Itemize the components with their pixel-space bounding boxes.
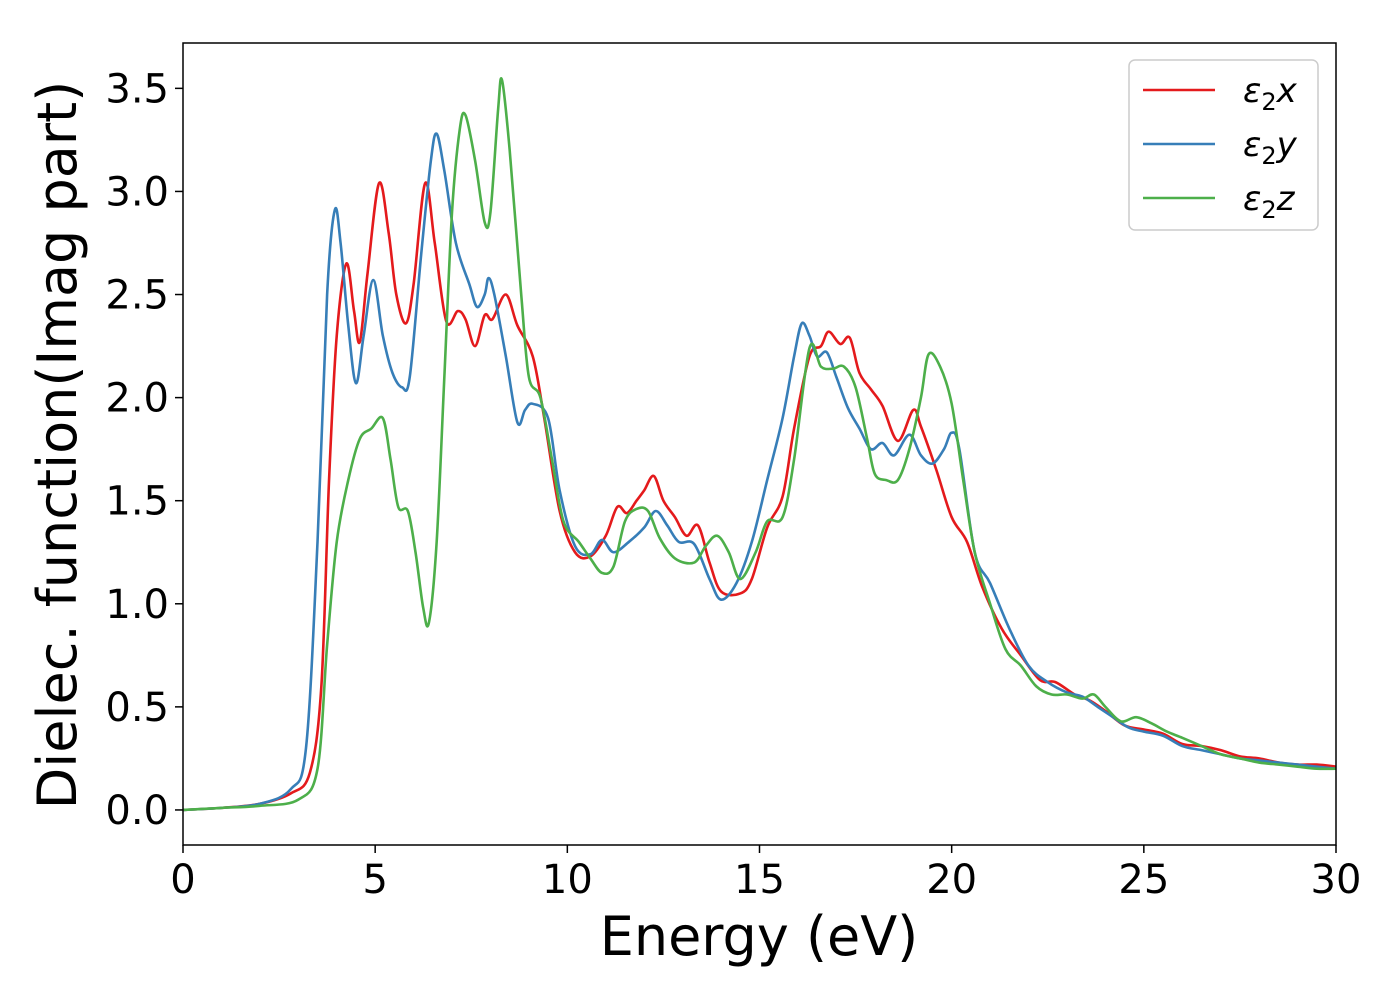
legend: ε2x ε2y ε2z bbox=[1128, 59, 1319, 231]
legend-label-y: ε2y bbox=[1243, 125, 1298, 170]
x-axis-label: Energy (eV) bbox=[600, 905, 919, 968]
x-tick-label: 10 bbox=[542, 857, 593, 903]
y-tick-label: 1.0 bbox=[105, 582, 169, 628]
x-tick-label: 30 bbox=[1311, 857, 1362, 903]
x-tick-label: 20 bbox=[926, 857, 977, 903]
y-tick-label: 3.5 bbox=[105, 66, 169, 112]
legend-box bbox=[1128, 59, 1319, 231]
legend-label-x: ε2x bbox=[1243, 71, 1298, 116]
x-axis: 0 5 10 15 20 25 30 bbox=[170, 845, 1361, 903]
x-tick-label: 25 bbox=[1118, 857, 1169, 903]
legend-label-z: ε2z bbox=[1243, 179, 1296, 224]
y-tick-label: 2.5 bbox=[105, 273, 169, 319]
y-axis-label: Dielec. function(Imag part) bbox=[26, 81, 89, 810]
x-tick-label: 0 bbox=[170, 857, 195, 903]
y-tick-label: 0.0 bbox=[105, 788, 169, 834]
series-lines bbox=[183, 77, 1336, 812]
y-tick-label: 1.5 bbox=[105, 479, 169, 525]
y-tick-label: 0.5 bbox=[105, 685, 169, 731]
series-line-z bbox=[183, 77, 1336, 812]
y-tick-label: 2.0 bbox=[105, 376, 169, 422]
y-tick-label: 3.0 bbox=[105, 169, 169, 215]
x-tick-label: 5 bbox=[362, 857, 387, 903]
series-line-y bbox=[183, 132, 1336, 812]
y-axis: 0.0 0.5 1.0 1.5 2.0 2.5 3.0 3.5 bbox=[105, 66, 183, 834]
x-tick-label: 15 bbox=[734, 857, 785, 903]
